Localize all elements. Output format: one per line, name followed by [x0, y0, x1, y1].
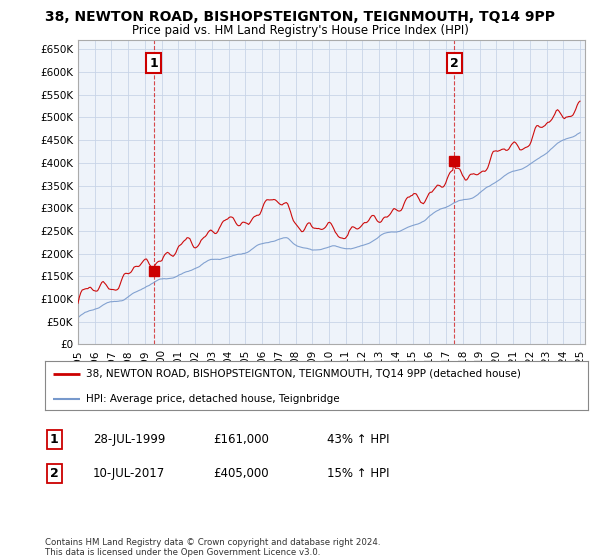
Text: 43% ↑ HPI: 43% ↑ HPI — [327, 433, 389, 446]
Text: 38, NEWTON ROAD, BISHOPSTEIGNTON, TEIGNMOUTH, TQ14 9PP (detached house): 38, NEWTON ROAD, BISHOPSTEIGNTON, TEIGNM… — [86, 369, 521, 379]
Text: Contains HM Land Registry data © Crown copyright and database right 2024.
This d: Contains HM Land Registry data © Crown c… — [45, 538, 380, 557]
Text: HPI: Average price, detached house, Teignbridge: HPI: Average price, detached house, Teig… — [86, 394, 340, 404]
Text: 10-JUL-2017: 10-JUL-2017 — [93, 466, 165, 480]
Text: 1: 1 — [50, 433, 58, 446]
Text: 28-JUL-1999: 28-JUL-1999 — [93, 433, 166, 446]
Text: 2: 2 — [50, 466, 58, 480]
Text: £161,000: £161,000 — [213, 433, 269, 446]
Text: 15% ↑ HPI: 15% ↑ HPI — [327, 466, 389, 480]
Text: 38, NEWTON ROAD, BISHOPSTEIGNTON, TEIGNMOUTH, TQ14 9PP: 38, NEWTON ROAD, BISHOPSTEIGNTON, TEIGNM… — [45, 10, 555, 24]
Text: Price paid vs. HM Land Registry's House Price Index (HPI): Price paid vs. HM Land Registry's House … — [131, 24, 469, 36]
Text: 2: 2 — [450, 57, 458, 69]
Text: 1: 1 — [149, 57, 158, 69]
Text: £405,000: £405,000 — [213, 466, 269, 480]
